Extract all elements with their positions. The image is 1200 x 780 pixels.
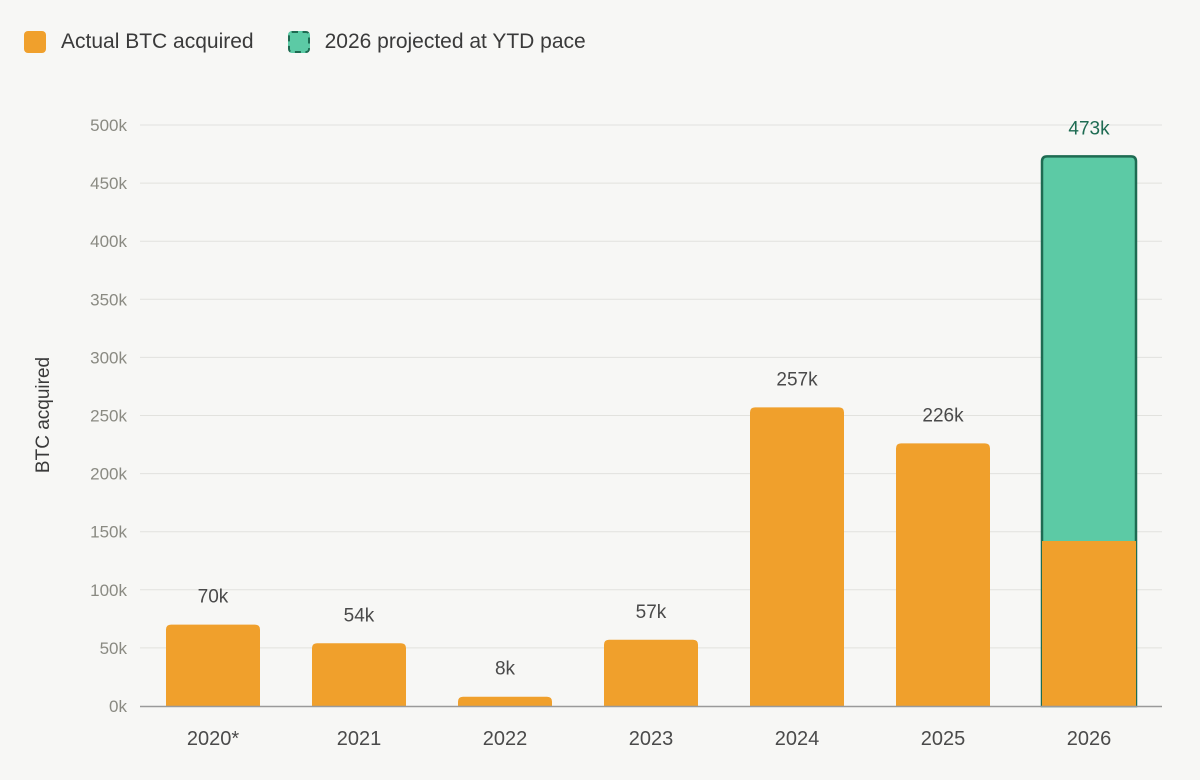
- y-tick-label-0: 0k: [109, 697, 127, 716]
- legend-swatch-actual: [24, 31, 46, 53]
- y-tick-label-7: 350k: [90, 290, 127, 309]
- bar-actual-2021: [312, 643, 406, 706]
- y-tick-label-3: 150k: [90, 523, 127, 542]
- bar-actual-2020*: [166, 624, 260, 706]
- y-tick-label-9: 450k: [90, 174, 127, 193]
- x-tick-label-2024: 2024: [775, 728, 820, 750]
- bar-actual-2023: [604, 639, 698, 706]
- data-label-2021: 54k: [344, 605, 375, 626]
- data-label-2026: 473k: [1068, 118, 1110, 139]
- data-label-2025: 226k: [922, 405, 964, 426]
- y-tick-label-1: 50k: [100, 639, 128, 658]
- legend-item-projected[interactable]: 2026 projected at YTD pace: [287, 30, 586, 54]
- y-tick-label-8: 400k: [90, 232, 127, 251]
- y-tick-label-4: 200k: [90, 465, 127, 484]
- bar-actual-2022: [458, 696, 552, 706]
- data-label-2023: 57k: [636, 602, 667, 623]
- y-tick-label-10: 500k: [90, 116, 127, 135]
- x-tick-label-2025: 2025: [921, 728, 966, 750]
- data-label-2022: 8k: [495, 659, 516, 680]
- x-tick-label-2022: 2022: [483, 728, 528, 750]
- bar-actual-2025: [896, 443, 990, 706]
- legend-label-actual: Actual BTC acquired: [61, 30, 254, 53]
- bar-actual-2026: [1042, 540, 1136, 706]
- y-tick-label-5: 250k: [90, 407, 127, 426]
- y-axis-label: BTC acquired: [33, 357, 54, 473]
- x-tick-label-2023: 2023: [629, 728, 674, 750]
- legend-item-actual[interactable]: Actual BTC acquired: [24, 30, 254, 54]
- legend-swatch-projected: [287, 31, 310, 53]
- y-tick-label-2: 100k: [90, 581, 127, 600]
- legend-label-projected: 2026 projected at YTD pace: [324, 30, 586, 53]
- x-tick-label-2020*: 2020*: [187, 728, 239, 750]
- x-tick-label-2021: 2021: [337, 728, 382, 750]
- data-label-2024: 257k: [776, 369, 818, 390]
- x-tick-label-2026: 2026: [1067, 728, 1112, 750]
- bar-actual-2024: [750, 407, 844, 706]
- y-tick-label-6: 300k: [90, 348, 127, 367]
- legend: Actual BTC acquired 2026 projected at YT…: [24, 28, 620, 56]
- data-label-2020*: 70k: [198, 587, 229, 608]
